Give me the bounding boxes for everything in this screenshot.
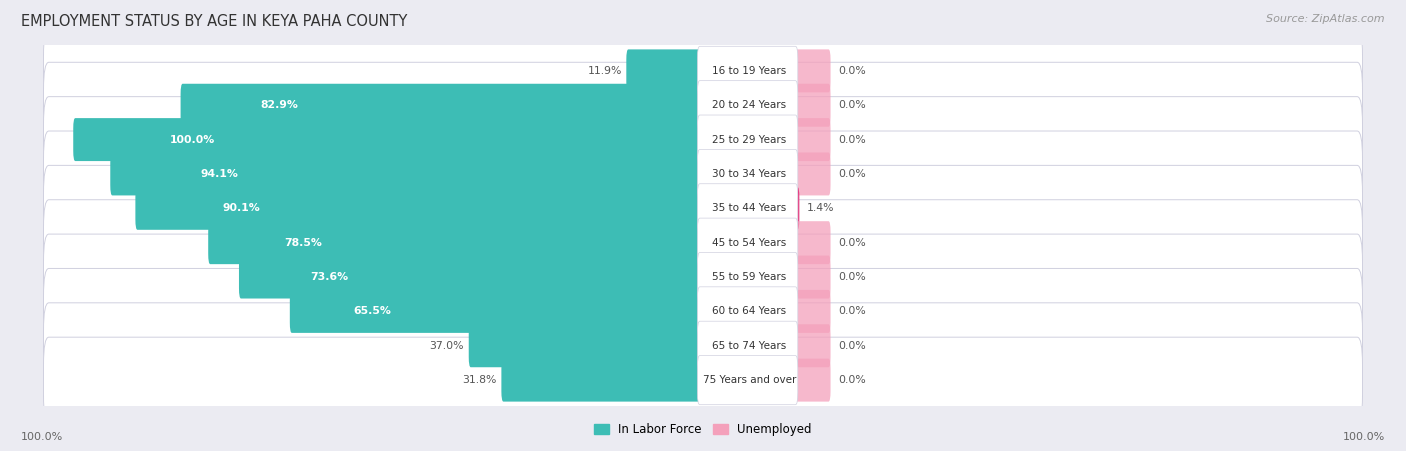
FancyBboxPatch shape <box>793 324 831 367</box>
Text: 20 to 24 Years: 20 to 24 Years <box>713 100 786 110</box>
FancyBboxPatch shape <box>793 152 831 195</box>
Text: 82.9%: 82.9% <box>260 100 298 110</box>
FancyBboxPatch shape <box>793 221 831 264</box>
FancyBboxPatch shape <box>697 81 797 130</box>
Text: 0.0%: 0.0% <box>838 134 866 145</box>
FancyBboxPatch shape <box>697 184 797 233</box>
FancyBboxPatch shape <box>290 290 704 333</box>
Text: 78.5%: 78.5% <box>284 238 322 248</box>
Text: 73.6%: 73.6% <box>311 272 349 282</box>
Text: 0.0%: 0.0% <box>838 100 866 110</box>
FancyBboxPatch shape <box>44 131 1362 217</box>
FancyBboxPatch shape <box>44 268 1362 354</box>
Text: 65.5%: 65.5% <box>353 306 391 317</box>
Text: Source: ZipAtlas.com: Source: ZipAtlas.com <box>1267 14 1385 23</box>
FancyBboxPatch shape <box>44 337 1362 423</box>
Text: 30 to 34 Years: 30 to 34 Years <box>713 169 786 179</box>
Text: 16 to 19 Years: 16 to 19 Years <box>711 66 786 76</box>
FancyBboxPatch shape <box>44 166 1362 251</box>
Text: 100.0%: 100.0% <box>1343 432 1385 442</box>
Text: 0.0%: 0.0% <box>838 238 866 248</box>
Text: 94.1%: 94.1% <box>201 169 239 179</box>
Text: 0.0%: 0.0% <box>838 272 866 282</box>
FancyBboxPatch shape <box>793 290 831 333</box>
FancyBboxPatch shape <box>135 187 704 230</box>
FancyBboxPatch shape <box>44 62 1362 148</box>
FancyBboxPatch shape <box>44 200 1362 285</box>
Text: 100.0%: 100.0% <box>169 134 215 145</box>
Text: 0.0%: 0.0% <box>838 375 866 385</box>
FancyBboxPatch shape <box>626 50 704 92</box>
Text: 45 to 54 Years: 45 to 54 Years <box>711 238 786 248</box>
Text: 65 to 74 Years: 65 to 74 Years <box>711 341 786 351</box>
Text: 0.0%: 0.0% <box>838 169 866 179</box>
Text: 1.4%: 1.4% <box>807 203 835 213</box>
FancyBboxPatch shape <box>793 50 831 92</box>
FancyBboxPatch shape <box>73 118 704 161</box>
Text: 55 to 59 Years: 55 to 59 Years <box>711 272 786 282</box>
FancyBboxPatch shape <box>180 84 704 127</box>
FancyBboxPatch shape <box>793 256 831 299</box>
Text: 75 Years and over: 75 Years and over <box>703 375 796 385</box>
Text: 31.8%: 31.8% <box>463 375 496 385</box>
FancyBboxPatch shape <box>502 359 704 401</box>
FancyBboxPatch shape <box>110 152 704 195</box>
FancyBboxPatch shape <box>44 234 1362 320</box>
FancyBboxPatch shape <box>697 218 797 267</box>
FancyBboxPatch shape <box>697 287 797 336</box>
Text: 0.0%: 0.0% <box>838 341 866 351</box>
FancyBboxPatch shape <box>44 28 1362 114</box>
Legend: In Labor Force, Unemployed: In Labor Force, Unemployed <box>589 418 817 441</box>
FancyBboxPatch shape <box>697 115 797 164</box>
FancyBboxPatch shape <box>239 256 704 299</box>
Text: 60 to 64 Years: 60 to 64 Years <box>713 306 786 317</box>
FancyBboxPatch shape <box>697 149 797 198</box>
FancyBboxPatch shape <box>793 359 831 401</box>
FancyBboxPatch shape <box>208 221 704 264</box>
FancyBboxPatch shape <box>793 118 831 161</box>
FancyBboxPatch shape <box>697 46 797 96</box>
FancyBboxPatch shape <box>697 321 797 370</box>
Text: 35 to 44 Years: 35 to 44 Years <box>711 203 786 213</box>
FancyBboxPatch shape <box>44 97 1362 183</box>
FancyBboxPatch shape <box>44 303 1362 389</box>
Text: 37.0%: 37.0% <box>430 341 464 351</box>
FancyBboxPatch shape <box>793 84 831 127</box>
Text: 25 to 29 Years: 25 to 29 Years <box>711 134 786 145</box>
Text: 100.0%: 100.0% <box>21 432 63 442</box>
FancyBboxPatch shape <box>697 355 797 405</box>
Text: 90.1%: 90.1% <box>222 203 260 213</box>
Text: 11.9%: 11.9% <box>588 66 621 76</box>
Text: 0.0%: 0.0% <box>838 66 866 76</box>
FancyBboxPatch shape <box>468 324 704 367</box>
Text: 0.0%: 0.0% <box>838 306 866 317</box>
FancyBboxPatch shape <box>793 187 800 230</box>
Text: EMPLOYMENT STATUS BY AGE IN KEYA PAHA COUNTY: EMPLOYMENT STATUS BY AGE IN KEYA PAHA CO… <box>21 14 408 28</box>
FancyBboxPatch shape <box>697 253 797 302</box>
